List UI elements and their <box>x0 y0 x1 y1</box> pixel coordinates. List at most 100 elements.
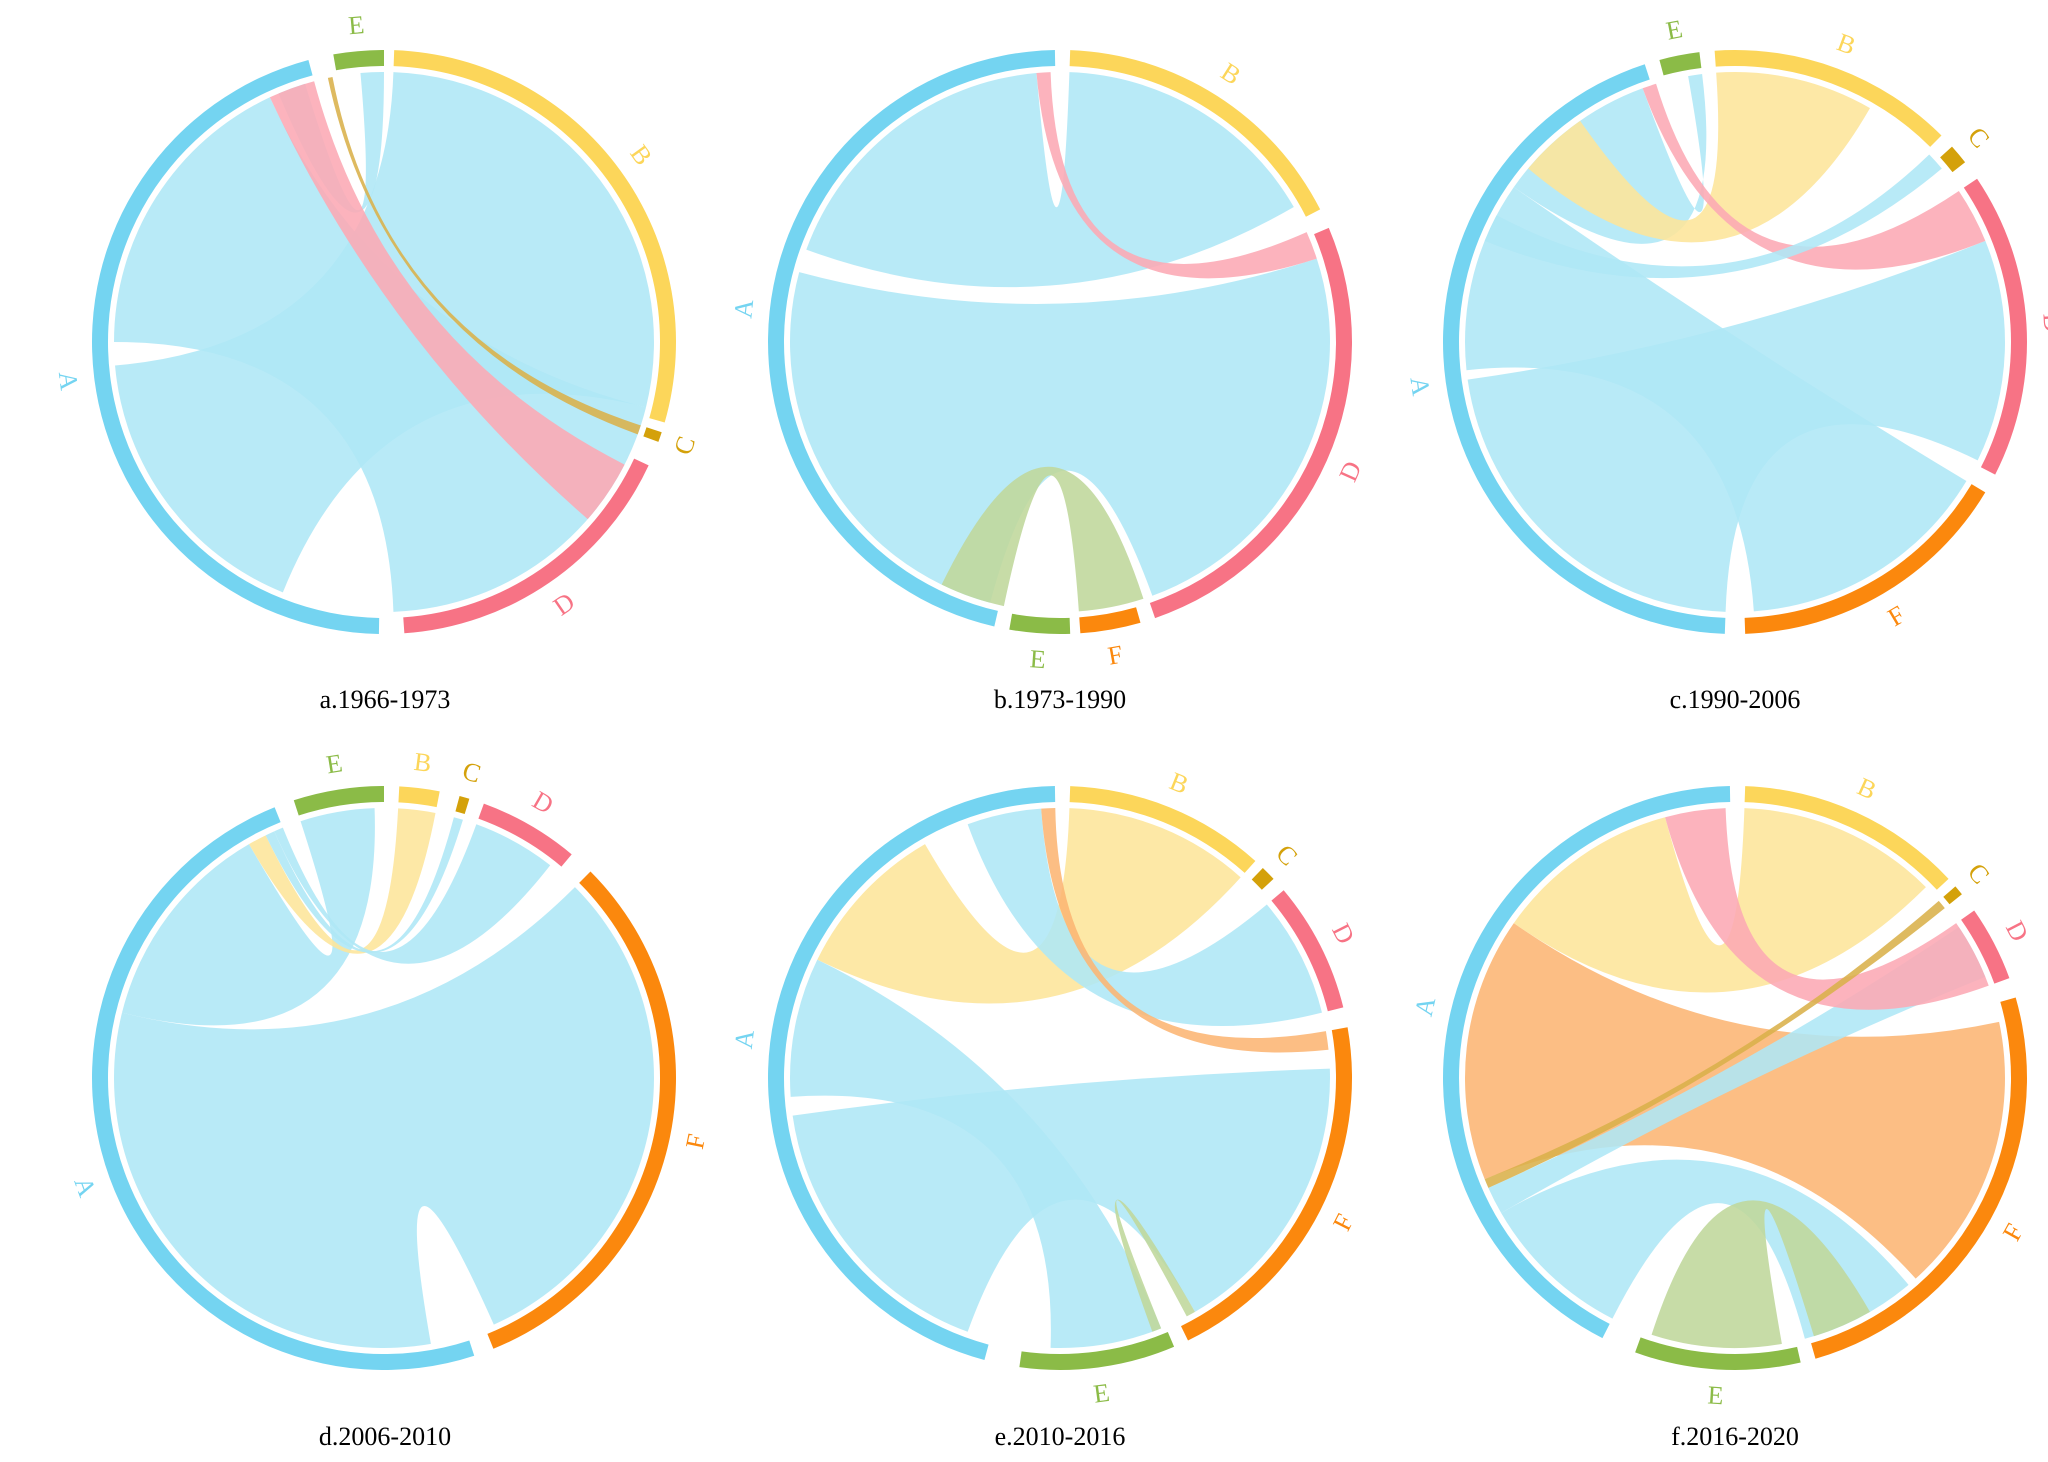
segment-label-e: E <box>1707 1380 1725 1410</box>
segment-arc-c <box>643 427 662 442</box>
segment-arc-d <box>403 458 649 634</box>
chord-diagram-panel-d: A E B C D F <box>68 747 711 1370</box>
segment-arc-f <box>1744 484 1986 634</box>
chord-ribbon <box>274 824 551 964</box>
caption-f: f.2016-2020 <box>1671 1422 1799 1451</box>
chord-ribbon <box>1651 1200 1870 1348</box>
segment-arc-e <box>293 786 384 816</box>
ribbon-group <box>1465 71 2005 612</box>
segment-label-d: D <box>1326 919 1360 949</box>
chord-ribbon <box>249 808 436 954</box>
chord-ribbon <box>790 959 1162 1349</box>
segment-label-a: A <box>68 1173 102 1201</box>
segment-label-b: B <box>1853 772 1881 806</box>
chord-ribbon <box>1041 808 1329 1053</box>
segment-label-e: E <box>324 748 344 779</box>
segment-label-d: D <box>1333 457 1367 486</box>
chord-ribbon <box>1465 187 1967 612</box>
segment-label-e: E <box>1092 1378 1112 1409</box>
segment-label-a: A <box>53 370 84 392</box>
chord-diagram-panel-b: A B D F E <box>728 50 1368 674</box>
segment-arc-f <box>1811 997 2027 1359</box>
chord-ribbon <box>114 97 646 612</box>
caption-d: d.2006-2010 <box>319 1422 451 1451</box>
chord-ribbon <box>1665 808 1989 1010</box>
segment-arc-e <box>1635 1337 1801 1371</box>
chord-diagram-panel-e: A B C D F E <box>729 766 1361 1408</box>
caption-e: e.2010-2016 <box>995 1422 1126 1451</box>
segment-label-c: C <box>668 433 701 459</box>
segment-label-f: F <box>1883 600 1910 632</box>
segment-arc-b <box>1069 50 1321 217</box>
segment-label-e: E <box>347 10 365 40</box>
segment-arc-c <box>455 795 470 815</box>
chord-ribbon <box>817 808 1241 1004</box>
segment-arc-e <box>1009 613 1071 634</box>
ribbon-group <box>114 72 654 612</box>
caption-a: a.1966-1973 <box>320 685 451 714</box>
chord-ribbon <box>113 887 655 1348</box>
chord-ribbon <box>1642 83 1986 270</box>
segment-arc-f <box>487 871 676 1349</box>
segment-arc-b <box>1714 49 1942 147</box>
segment-label-b: B <box>1833 28 1859 61</box>
ribbon-group <box>790 808 1331 1349</box>
chord-ribbon <box>967 808 1322 1027</box>
segment-label-c: C <box>1962 122 1995 154</box>
segment-label-f: F <box>1327 1209 1359 1235</box>
chord-diagram-panel-a: A E B C D <box>53 10 701 634</box>
segment-label-e: E <box>1029 644 1047 674</box>
segment-label-d: D <box>528 785 559 820</box>
segment-arc-c <box>1940 146 1966 173</box>
segment-arc-e <box>333 50 384 71</box>
chord-ribbon <box>1513 808 1926 993</box>
chord-ribbon <box>1465 923 2005 1279</box>
segment-arc-f <box>1180 1027 1352 1341</box>
segment-arc-d <box>1963 178 2027 475</box>
chord-ribbon <box>1513 74 1707 244</box>
segment-arc-e <box>1019 1332 1175 1370</box>
segment-arc-c <box>1943 886 1962 905</box>
segment-label-c: C <box>1962 858 1995 890</box>
chord-ribbon <box>1036 72 1317 279</box>
segment-label-b: B <box>1166 766 1193 799</box>
segment-arc-c <box>1251 867 1274 890</box>
ribbon-group <box>1465 808 2005 1348</box>
chord-ribbon <box>1114 1199 1195 1332</box>
chord-ribbon <box>789 258 1330 603</box>
segment-label-b: B <box>1216 57 1246 91</box>
segment-label-d: D <box>2037 312 2048 333</box>
segment-label-b: B <box>412 747 433 778</box>
segment-arc-d <box>1271 890 1344 1012</box>
segment-arc-b <box>398 786 440 808</box>
segment-label-a: A <box>1409 994 1442 1019</box>
ribbon-group <box>113 808 655 1348</box>
segment-label-f: F <box>1997 1219 2029 1246</box>
segment-label-e: E <box>1664 14 1685 45</box>
segment-label-f: F <box>680 1131 711 1151</box>
chord-ribbon <box>806 72 1294 288</box>
segment-label-a: A <box>728 298 759 320</box>
segment-label-c: C <box>459 756 484 789</box>
segment-arc-d <box>478 803 572 867</box>
segment-arc-e <box>1659 52 1702 76</box>
segment-label-d: D <box>2000 916 2034 946</box>
segment-label-a: A <box>1404 375 1435 398</box>
chord-ribbon <box>122 808 375 1026</box>
chord-ribbon <box>269 81 625 520</box>
caption-c: c.1990-2006 <box>1670 685 1801 714</box>
ribbon-group <box>789 72 1330 612</box>
segment-arc-b <box>1744 786 1949 890</box>
caption-b: b.1973-1990 <box>994 685 1126 714</box>
segment-label-c: C <box>1270 839 1303 872</box>
chord-diagram-panel-c: A E B C D F <box>1404 14 2048 634</box>
chord-diagram-panel-f: A B CD F E <box>1409 772 2034 1411</box>
chord-ribbon <box>1528 71 1870 243</box>
segment-arc-d <box>1149 227 1353 619</box>
segment-arc-b <box>1069 786 1256 873</box>
segment-arc-d <box>1961 910 2010 984</box>
chord-ribbon <box>941 466 1144 612</box>
segment-label-f: F <box>1106 640 1125 671</box>
segment-label-d: D <box>548 587 580 622</box>
